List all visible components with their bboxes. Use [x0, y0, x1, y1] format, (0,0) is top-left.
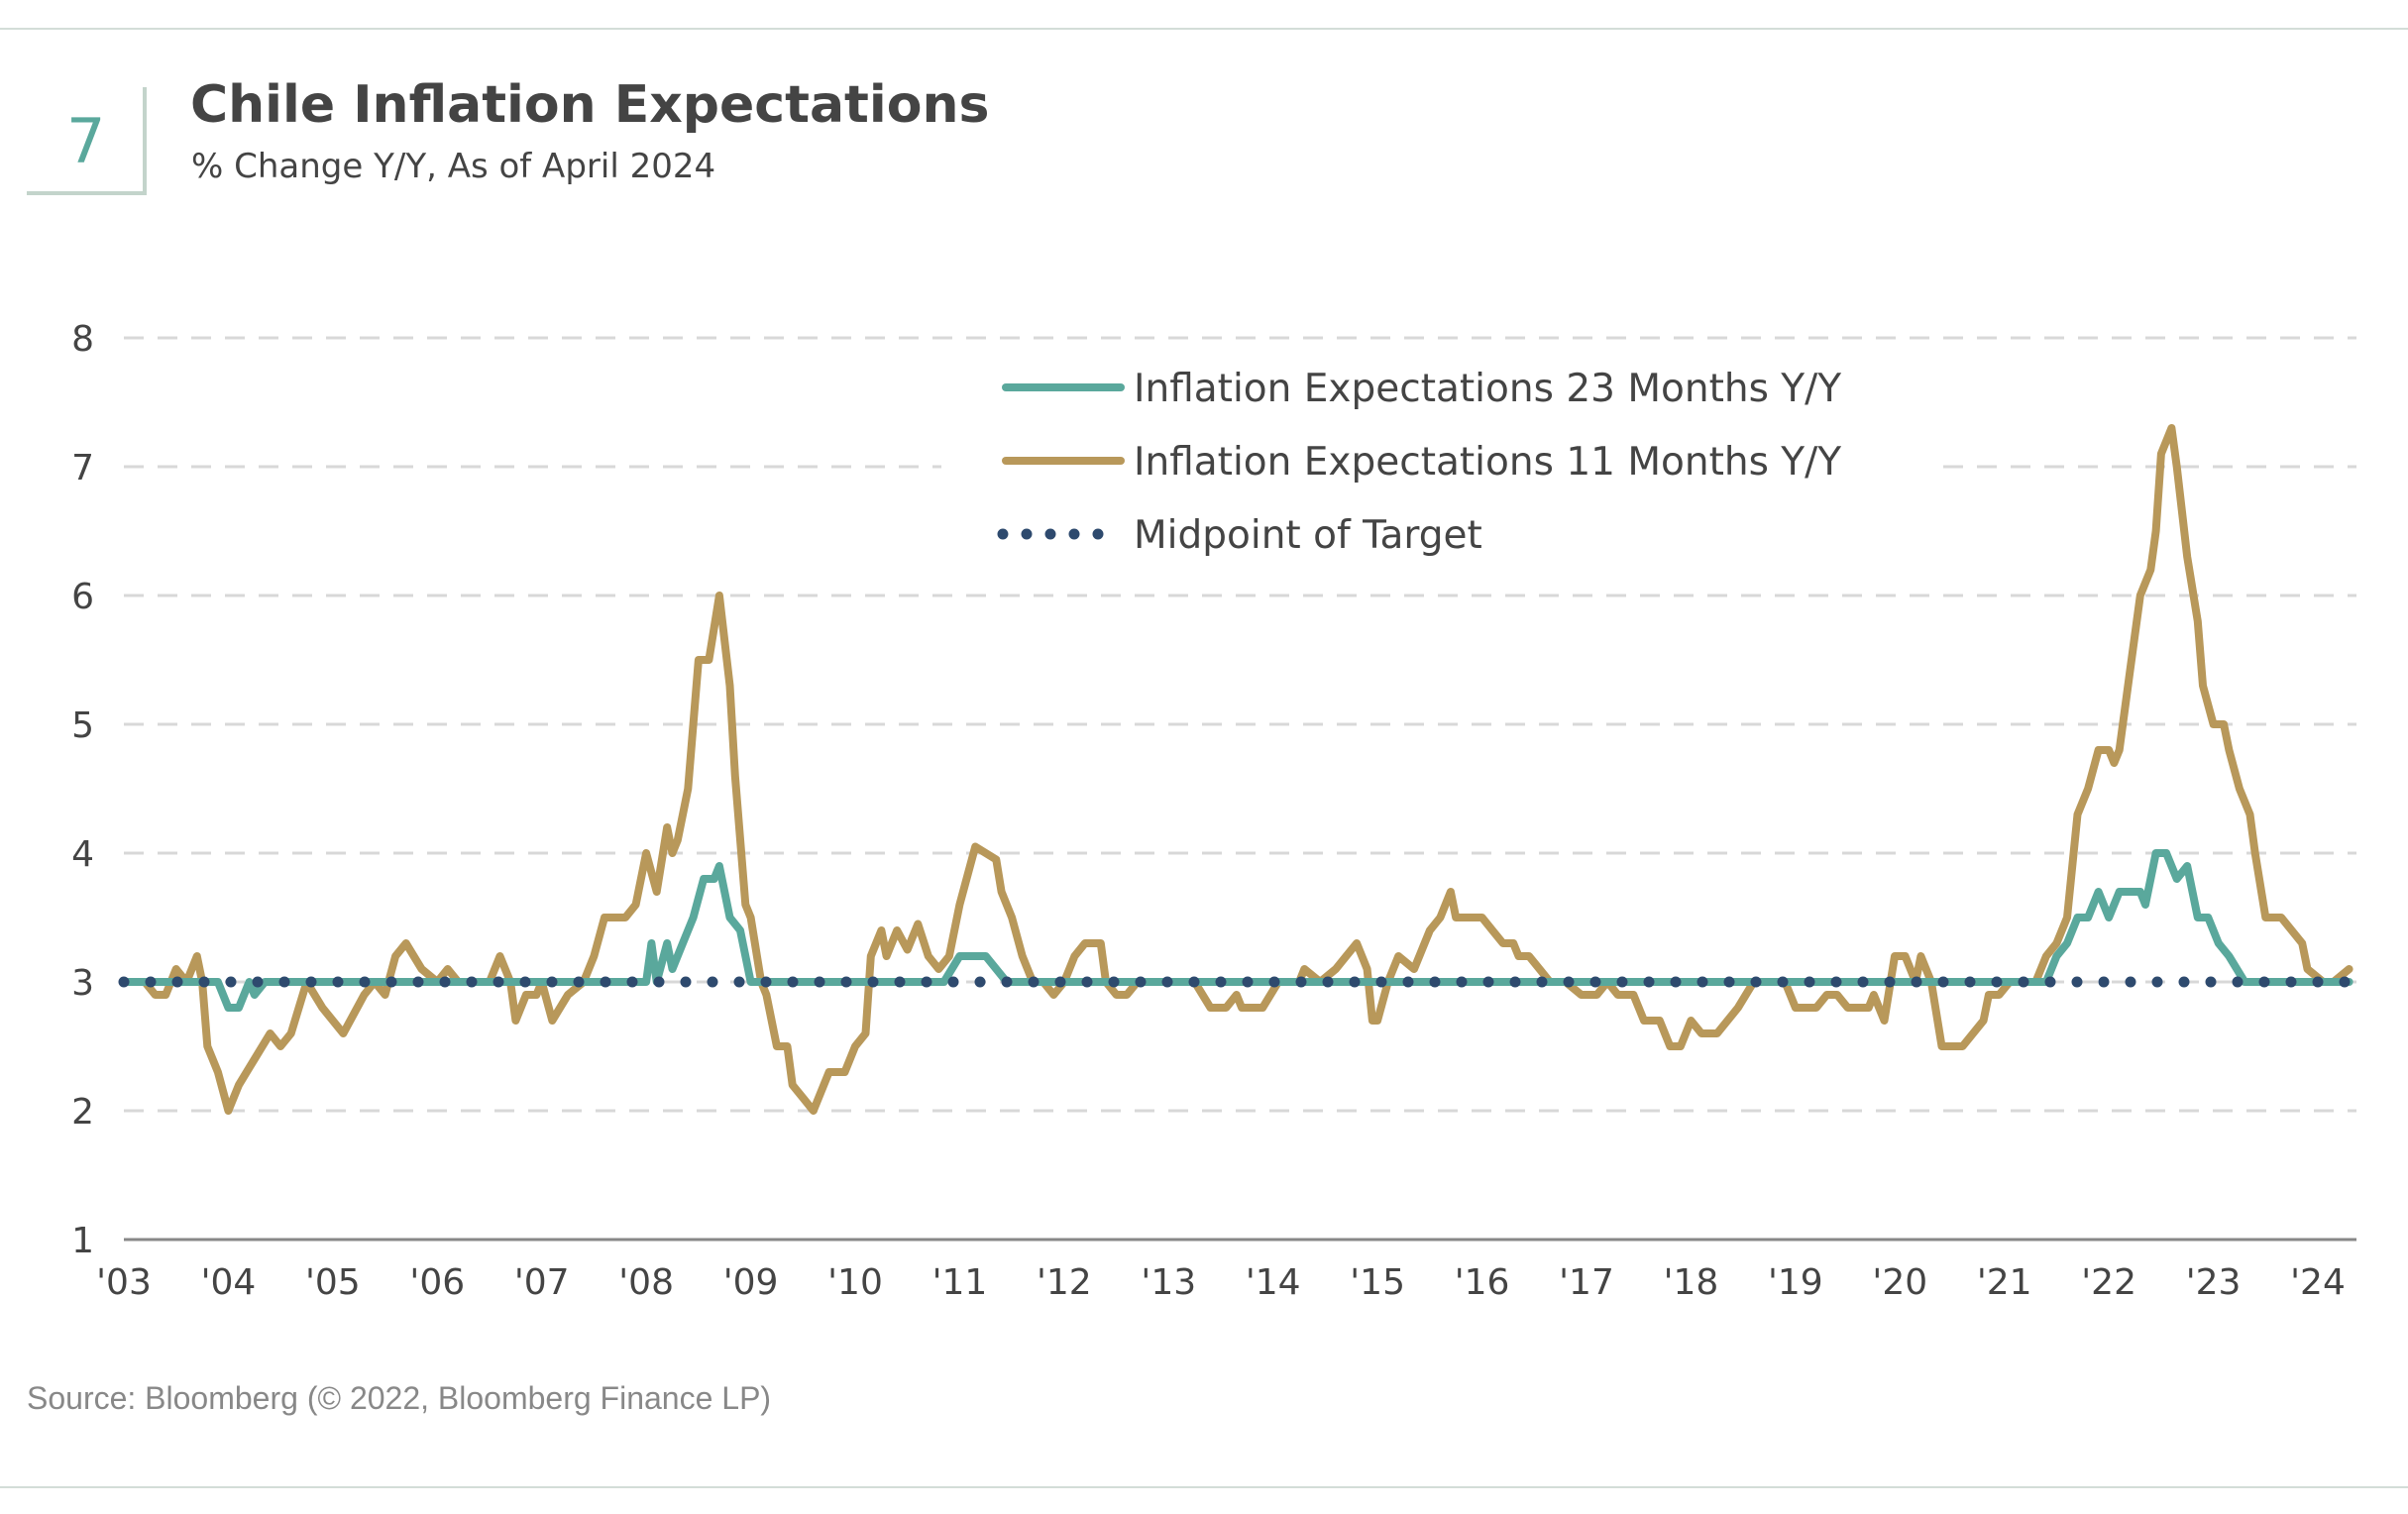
y-tick-label: 8: [71, 319, 94, 360]
x-tick-label: '19: [1768, 1262, 1823, 1303]
top-rule: [0, 28, 2408, 30]
x-tick-label: '11: [932, 1262, 988, 1303]
x-tick-label: '10: [827, 1262, 883, 1303]
x-tick-label: '15: [1350, 1262, 1405, 1303]
y-tick-label: 2: [71, 1092, 94, 1133]
source-note: Source: Bloomberg (© 2022, Bloomberg Fin…: [27, 1380, 772, 1416]
legend-background: [941, 347, 1932, 565]
bottom-rule: [0, 1486, 2408, 1488]
legend: Inflation Expectations 23 Months Y/Y Infl…: [997, 367, 1841, 558]
series-line-0: [120, 849, 2353, 1012]
y-tick-label: 6: [71, 577, 94, 617]
y-tick-label: 1: [71, 1221, 94, 1261]
x-tick-label: '09: [723, 1262, 779, 1303]
x-tick-label: '04: [201, 1262, 257, 1303]
legend-label-2: Midpoint of Target: [1134, 513, 1482, 558]
x-tick-label: '24: [2290, 1262, 2346, 1303]
x-tick-label: '08: [618, 1262, 674, 1303]
x-tick-label: '12: [1037, 1262, 1092, 1303]
x-tick-label: '22: [2081, 1262, 2136, 1303]
figure-number: 7: [66, 105, 106, 177]
series-line-1: [120, 424, 2353, 1115]
legend-label-1: Inflation Expectations 11 Months Y/Y: [1134, 440, 1841, 485]
legend-label-0: Inflation Expectations 23 Months Y/Y: [1134, 367, 1841, 411]
x-tick-label: '06: [409, 1262, 465, 1303]
chart-title: Chile Inflation Expectations: [190, 75, 990, 135]
x-axis-ticks: '03 '04 '05 '06 '07 '08 '09 '10 '11 '12 '13 '14 '15 '…: [96, 1262, 2346, 1303]
x-tick-label: '03: [96, 1262, 152, 1303]
y-tick-label: 7: [71, 448, 94, 488]
x-tick-label: '05: [305, 1262, 361, 1303]
x-tick-label: '21: [1977, 1262, 2032, 1303]
series-lines: [118, 424, 2355, 1115]
y-axis-ticks: 1 2 3 4 5 6 7 8: [71, 319, 94, 1261]
x-tick-label: '07: [514, 1262, 570, 1303]
x-tick-label: '13: [1141, 1262, 1196, 1303]
y-tick-label: 5: [71, 705, 94, 746]
x-tick-label: '18: [1664, 1262, 1719, 1303]
x-tick-label: '20: [1872, 1262, 1927, 1303]
chart-subtitle: % Change Y/Y, As of April 2024: [191, 147, 716, 186]
x-tick-label: '16: [1455, 1262, 1510, 1303]
y-tick-label: 3: [71, 963, 94, 1004]
x-tick-label: '14: [1246, 1262, 1301, 1303]
x-tick-label: '23: [2186, 1262, 2242, 1303]
y-tick-label: 4: [71, 834, 94, 875]
x-tick-label: '17: [1559, 1262, 1614, 1303]
figure-number-badge: 7: [27, 87, 147, 195]
